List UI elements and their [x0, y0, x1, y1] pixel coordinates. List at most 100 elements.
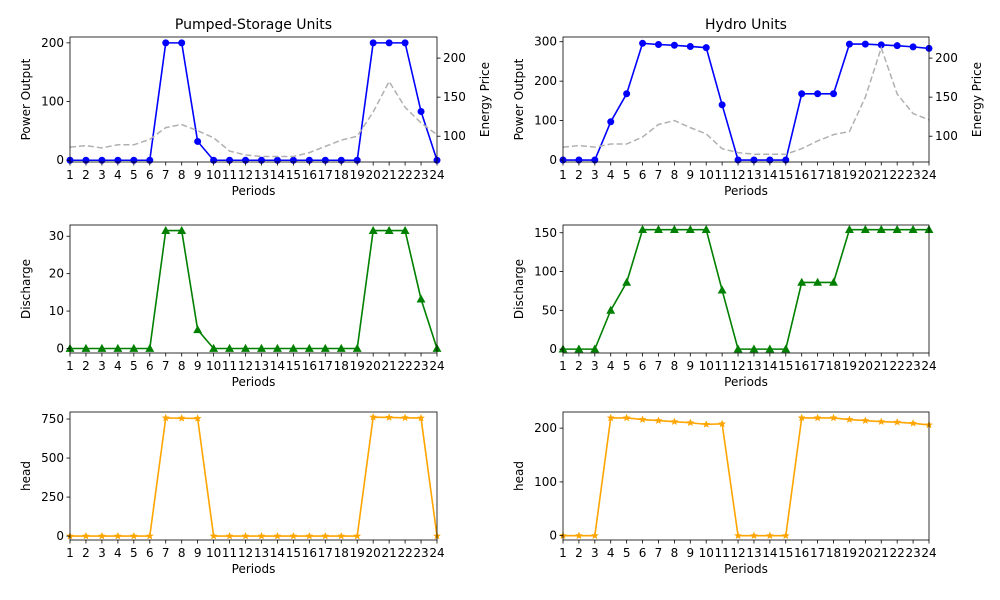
data-point-ps-discharge-0-14 [288, 343, 298, 352]
y-tick-label-ps-power-1: 100 [41, 95, 64, 109]
x-tick-label-ps-power-12: 13 [254, 168, 269, 182]
x-tick-label-hydro-power-4: 5 [623, 168, 631, 182]
chart-title-ps-power: Pumped-Storage Units [175, 17, 332, 33]
x-tick-label-ps-power-9: 10 [206, 168, 221, 182]
y-axis-label-ps-discharge: Discharge [19, 259, 33, 319]
y-axis-label-ps-power: Power Output [19, 58, 33, 140]
x-tick-label-hydro-head-19: 20 [858, 546, 873, 560]
x-tick-label-ps-head-18: 19 [350, 546, 365, 560]
data-point-hydro-discharge-0-22 [908, 225, 918, 234]
y2-axis-label-hydro-power: Energy Price [970, 62, 984, 137]
data-point-ps-head-0-15 [305, 531, 314, 540]
chart-hydro-discharge: 1 2 3 4 5 6 7 8 9 10 11 12 13 14 15 16 17 18 19 20 21 22 23 240… [512, 224, 937, 389]
x-tick-label-ps-discharge-4: 5 [130, 359, 138, 373]
data-point-ps-discharge-0-4 [129, 343, 139, 352]
x-tick-label-ps-power-21: 22 [397, 168, 412, 182]
x-tick-label-ps-head-7: 8 [178, 546, 186, 560]
data-point-hydro-power-0-15 [798, 90, 806, 98]
data-point-ps-head-0-22 [416, 413, 426, 422]
x-tick-label-hydro-discharge-21: 22 [890, 359, 905, 373]
x-tick-label-hydro-discharge-6: 7 [655, 359, 663, 373]
x-tick-label-ps-discharge-8: 9 [194, 359, 202, 373]
y-tick-label-hydro-discharge-2: 100 [534, 265, 557, 279]
x-tick-label-ps-power-11: 12 [238, 168, 253, 182]
x-tick-label-hydro-discharge-7: 8 [671, 359, 679, 373]
x-tick-label-hydro-power-6: 7 [655, 168, 663, 182]
data-point-ps-head-0-14 [289, 531, 298, 540]
x-tick-label-ps-power-23: 24 [429, 168, 444, 182]
x-tick-label-ps-power-13: 14 [270, 168, 285, 182]
y2-tick-label-hydro-power-0: 100 [935, 129, 958, 143]
data-point-ps-head-0-12 [257, 531, 266, 540]
x-tick-label-hydro-power-7: 8 [671, 168, 679, 182]
data-point-ps-discharge-0-13 [272, 343, 282, 352]
x-tick-label-hydro-power-10: 11 [714, 168, 729, 182]
x-tick-label-ps-power-16: 17 [318, 168, 333, 182]
data-point-ps-power-0-8 [194, 137, 202, 145]
data-point-hydro-head-0-4 [622, 413, 631, 422]
x-tick-label-hydro-head-6: 7 [655, 546, 663, 560]
x-tick-label-ps-head-0: 1 [66, 546, 74, 560]
x-tick-label-ps-discharge-0: 1 [66, 359, 74, 373]
x-tick-label-ps-power-18: 19 [350, 168, 365, 182]
x-tick-label-hydro-power-14: 15 [778, 168, 793, 182]
y-tick-label-hydro-head-1: 100 [534, 475, 557, 489]
data-point-hydro-head-0-19 [861, 416, 870, 425]
x-tick-label-ps-head-12: 13 [254, 546, 269, 560]
data-point-ps-head-0-17 [337, 531, 346, 540]
y-tick-label-ps-power-2: 200 [41, 36, 64, 50]
data-point-hydro-power-0-10 [718, 101, 726, 109]
x-tick-label-ps-power-20: 21 [381, 168, 396, 182]
chart-title-hydro-power: Hydro Units [705, 17, 787, 33]
x-tick-label-ps-power-1: 2 [82, 168, 90, 182]
x-tick-label-ps-power-7: 8 [178, 168, 186, 182]
x-tick-label-ps-head-9: 10 [206, 546, 221, 560]
y-tick-label-hydro-head-0: 0 [549, 529, 557, 543]
data-point-hydro-discharge-0-4 [622, 277, 632, 286]
data-point-hydro-power-0-17 [830, 90, 838, 98]
data-point-hydro-head-0-12 [749, 531, 759, 540]
x-tick-label-hydro-discharge-12: 13 [746, 359, 761, 373]
x-tick-label-hydro-discharge-23: 24 [921, 359, 936, 373]
series-line-ps-power-1 [69, 80, 438, 158]
x-tick-label-ps-discharge-18: 19 [350, 359, 365, 373]
x-tick-label-ps-head-4: 5 [130, 546, 138, 560]
x-tick-label-hydro-head-1: 2 [575, 546, 583, 560]
data-point-ps-head-0-21 [400, 413, 410, 422]
x-tick-label-ps-head-1: 2 [82, 546, 90, 560]
chart-hydro-head: 1 2 3 4 5 6 7 8 9 10 11 12 13 14 15 16 17 18 19 20 21 22 23 240… [512, 411, 937, 576]
x-tick-label-hydro-discharge-13: 14 [762, 359, 777, 373]
data-point-ps-power-0-21 [401, 39, 409, 47]
data-point-hydro-discharge-0-15 [797, 277, 807, 286]
x-tick-label-ps-head-23: 24 [429, 546, 444, 560]
x-tick-label-ps-power-4: 5 [130, 168, 138, 182]
data-point-hydro-power-0-8 [686, 42, 694, 50]
data-point-ps-discharge-0-5 [145, 343, 155, 352]
data-point-ps-head-0-20 [385, 413, 394, 421]
x-tick-label-hydro-power-12: 13 [746, 168, 761, 182]
data-point-ps-discharge-0-16 [320, 343, 330, 352]
chart-ps-power: 1 2 3 4 5 6 7 8 9 10 11 12 13 14 15 16 17 18 19 20 21 22 23 240… [19, 17, 492, 198]
x-tick-label-ps-head-2: 3 [98, 546, 106, 560]
x-tick-label-ps-discharge-13: 14 [270, 359, 285, 373]
series-line-hydro-head-0 [563, 417, 930, 537]
y2-axis-label-ps-power: Energy Price [478, 62, 492, 137]
data-point-hydro-power-0-5 [639, 39, 647, 47]
x-tick-label-hydro-power-1: 2 [575, 168, 583, 182]
x-tick-label-ps-discharge-17: 18 [334, 359, 349, 373]
x-tick-label-hydro-power-3: 4 [607, 168, 615, 182]
y-tick-label-hydro-discharge-1: 50 [542, 303, 557, 317]
data-point-hydro-head-0-11 [733, 531, 743, 540]
data-point-ps-discharge-0-7 [177, 225, 187, 234]
x-tick-label-ps-power-14: 15 [286, 168, 301, 182]
data-point-hydro-discharge-0-9 [701, 225, 711, 234]
data-point-ps-head-0-8 [193, 414, 202, 422]
plot-frame-hydro-discharge [562, 224, 930, 354]
y-tick-label-ps-discharge-2: 20 [49, 267, 64, 281]
x-axis-label-hydro-discharge: Periods [724, 375, 768, 389]
x-tick-label-hydro-discharge-19: 20 [858, 359, 873, 373]
x-tick-label-hydro-head-21: 22 [890, 546, 905, 560]
x-tick-label-hydro-discharge-3: 4 [607, 359, 615, 373]
data-point-hydro-head-0-18 [845, 415, 854, 424]
data-point-ps-head-0-19 [369, 412, 378, 421]
